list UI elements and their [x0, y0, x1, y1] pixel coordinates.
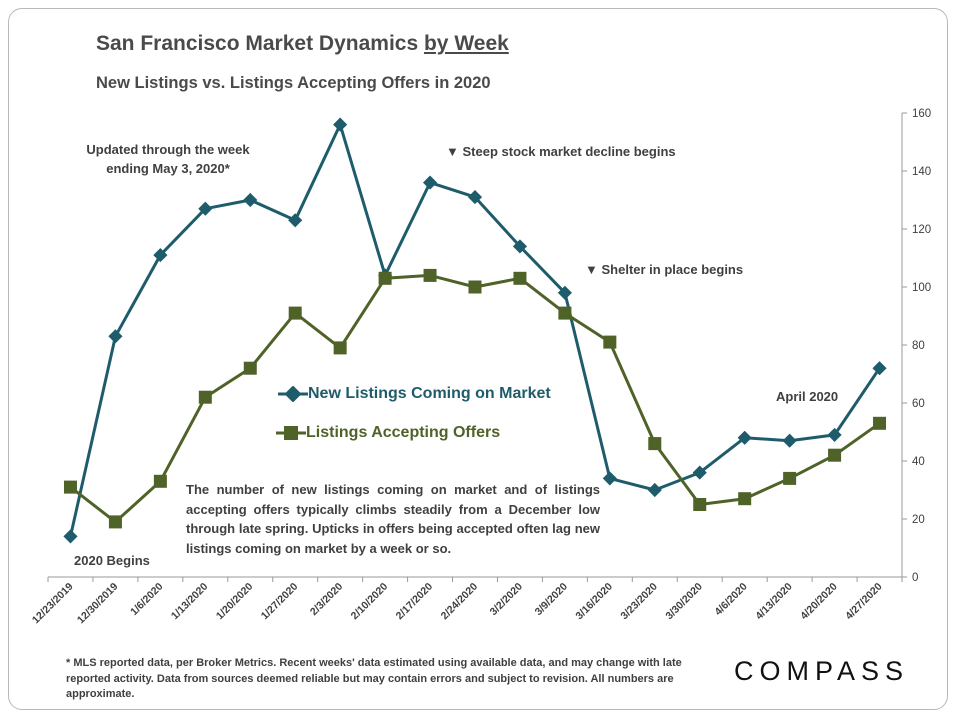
shelter-marker: ▼ [585, 262, 598, 277]
stock-decline-marker: ▼ [446, 144, 459, 159]
new-listings-point [333, 117, 348, 132]
accepting-offers-point [108, 515, 122, 529]
x-tick-label: 3/30/2020 [663, 581, 705, 623]
x-tick-label: 2/17/2020 [394, 581, 436, 623]
new-listings-point [602, 471, 617, 486]
accepting-offers-point [828, 448, 842, 462]
x-tick-label: 2/24/2020 [439, 581, 481, 623]
accepting-offers-point [603, 335, 617, 349]
accepting-offers-point [648, 437, 662, 451]
legend-diamond-icon [278, 386, 308, 402]
new-listings-point [737, 430, 752, 445]
accepting-offers-point [288, 306, 302, 320]
x-tick-label: 3/9/2020 [533, 581, 570, 618]
x-tick-label: 3/16/2020 [573, 581, 615, 623]
x-tick-label: 2/3/2020 [308, 581, 345, 618]
new-listings-point [647, 482, 662, 498]
legend-square-icon [276, 426, 306, 440]
y-tick-label: 120 [912, 224, 931, 236]
compass-logo: COMPASS [734, 656, 910, 686]
y-tick-label: 80 [912, 340, 925, 352]
accepting-offers-point [513, 271, 527, 285]
x-tick-label: 1/20/2020 [214, 581, 256, 623]
accepting-offers-point [783, 471, 797, 485]
new-listings-point [557, 285, 572, 300]
updated-note: Updated through the week ending May 3, 2… [86, 142, 250, 176]
legend-accepting-offers-label: Listings Accepting Offers [306, 424, 501, 441]
new-listings-point [782, 433, 797, 448]
x-tick-label: 4/6/2020 [712, 581, 749, 618]
new-listings-point [512, 239, 528, 254]
x-tick-label: 3/23/2020 [618, 581, 660, 623]
new-listings-point [153, 248, 168, 263]
shelter-text: Shelter in place begins [601, 262, 744, 277]
new-listings-line [69, 123, 881, 537]
new-listings-point [827, 427, 842, 442]
stock-decline-text: Steep stock market decline begins [462, 144, 676, 159]
new-listings-point [872, 361, 887, 376]
new-listings-point [63, 529, 78, 544]
new-listings-point [108, 329, 123, 344]
x-tick-label: 4/13/2020 [753, 581, 795, 623]
y-tick-label: 60 [912, 398, 925, 410]
x-tick-label: 3/2/2020 [488, 581, 525, 618]
accepting-offers-point [63, 480, 77, 494]
accepting-offers-point [378, 271, 392, 285]
y-tick-label: 160 [912, 108, 931, 120]
new-listings-point [288, 213, 303, 228]
x-tick-label: 1/6/2020 [128, 581, 165, 618]
legend-new-listings: New Listings Coming on Market [278, 385, 551, 403]
x-tick-label: 2/10/2020 [349, 581, 391, 623]
legend-accepting-offers: Listings Accepting Offers [276, 424, 500, 442]
accepting-offers-point [243, 361, 257, 375]
accepting-offers-point [333, 341, 347, 355]
x-tick-label: 12/23/2019 [30, 581, 76, 627]
accepting-offers-point [738, 492, 752, 506]
footnote: * MLS reported data, per Broker Metrics.… [66, 657, 682, 700]
accepting-offers-point [468, 280, 482, 294]
title-main: San Francisco Market Dynamics [96, 32, 419, 55]
x-tick-label: 4/27/2020 [843, 581, 885, 623]
accepting-offers-point [558, 306, 572, 320]
new-listings-point [243, 192, 258, 208]
new-listings-point [198, 201, 213, 216]
x-tick-label: 1/27/2020 [259, 581, 301, 623]
chart-subtitle: New Listings vs. Listings Accepting Offe… [96, 74, 491, 92]
accepting-offers-point [423, 268, 437, 282]
year-begins-label: 2020 Begins [74, 553, 150, 568]
legend-new-listings-label: New Listings Coming on Market [308, 385, 551, 402]
title-underlined: by Week [423, 32, 509, 55]
y-tick-label: 0 [912, 572, 918, 584]
stock-decline-note: ▼ Steep stock market decline begins [446, 144, 676, 159]
y-tick-label: 100 [912, 282, 931, 294]
slide-frame [8, 8, 948, 710]
accepting-offers-point [153, 474, 167, 488]
april-label: April 2020 [776, 389, 839, 404]
shelter-note: ▼ Shelter in place begins [585, 262, 743, 277]
y-tick-label: 140 [912, 166, 931, 178]
y-tick-label: 20 [912, 514, 925, 526]
new-listings-point [692, 465, 707, 480]
accepting-offers-point [693, 498, 707, 511]
x-tick-label: 12/30/2019 [75, 581, 121, 627]
accepting-offers-point [198, 390, 212, 404]
x-tick-label: 4/20/2020 [798, 581, 840, 623]
new-listings-point [467, 190, 483, 205]
y-tick-label: 40 [912, 456, 925, 468]
new-listings-point [422, 175, 438, 190]
chart-title: San Francisco Market Dynamics by Week [96, 32, 509, 56]
accepting-offers-point [873, 416, 887, 430]
description-text: The number of new listings coming on mar… [186, 482, 600, 556]
x-tick-label: 1/13/2020 [169, 581, 211, 623]
